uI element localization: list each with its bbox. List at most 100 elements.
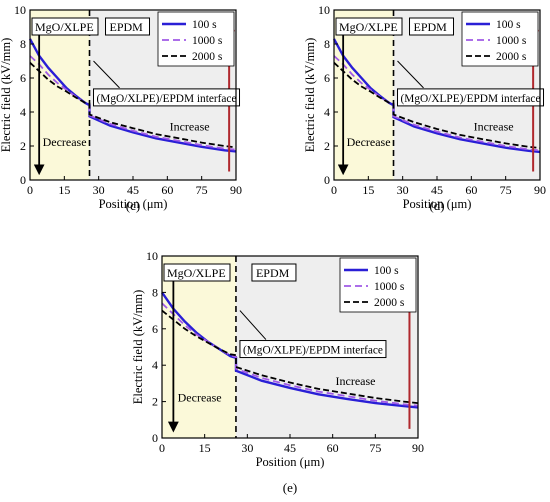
- series-line-2: [29, 62, 237, 149]
- interface-label: (MgO/XLPE)/EPDM interface: [97, 91, 237, 105]
- x-tick-label: 45: [127, 183, 139, 197]
- y-tick-label: 4: [152, 358, 158, 372]
- series-line-0: [332, 38, 541, 154]
- x-tick-label: 75: [369, 441, 381, 455]
- legend-label-2: 2000 s: [374, 297, 405, 309]
- series-line-1: [29, 55, 237, 151]
- interface-leader: [93, 60, 120, 89]
- x-tick-label: 60: [327, 441, 339, 455]
- x-tick-label: 30: [241, 441, 253, 455]
- region-label-left-text: MgO/XLPE: [339, 20, 398, 34]
- y-tick-label: 0: [324, 173, 330, 187]
- decrease-label: Decrease: [178, 391, 222, 405]
- legend-label-2: 2000 s: [496, 51, 527, 63]
- region-label-left-box: [335, 17, 403, 36]
- y-tick-label: 6: [324, 71, 330, 85]
- legend-label-1: 1000 s: [496, 35, 527, 47]
- y-axis-label: Electric field (kV/mm): [303, 38, 317, 153]
- decrease-label: Decrease: [43, 135, 87, 149]
- x-tick-label: 90: [230, 183, 242, 197]
- chart-panel-3: Decrease Increase MgO/XLPE EPDM (MgO/XLPE)/E…: [131, 249, 424, 495]
- region-label-right-box: [251, 263, 297, 282]
- y-tick-label: 4: [20, 105, 26, 119]
- y-tick-label: 10: [318, 3, 330, 17]
- y-tick-label: 6: [152, 322, 158, 336]
- chart-panel-2: Decrease Increase MgO/XLPE EPDM (MgO/XLPE)/E…: [303, 3, 546, 213]
- region-label-right-box: [409, 17, 455, 36]
- x-tick-label: 30: [93, 183, 105, 197]
- y-tick-label: 8: [20, 37, 26, 51]
- legend-label-2: 2000 s: [192, 51, 223, 63]
- y-tick-label: 2: [20, 139, 26, 153]
- y-tick-label: 2: [324, 139, 330, 153]
- interface-leader: [239, 310, 267, 340]
- series-line-1: [161, 302, 419, 407]
- legend-label-0: 100 s: [192, 19, 217, 31]
- region-label-left-text: MgO/XLPE: [35, 20, 94, 34]
- region-label-left: MgO/XLPE: [163, 263, 231, 282]
- legend-box: [157, 11, 235, 67]
- interface-label-box: [397, 88, 545, 107]
- interface-leader: [397, 60, 424, 89]
- x-axis-label: Position (μm): [403, 197, 472, 211]
- legend-box: [339, 257, 417, 313]
- panel-label: (c): [126, 198, 140, 213]
- x-tick-label: 15: [58, 183, 70, 197]
- y-tick-label: 8: [152, 285, 158, 299]
- y-tick-label: 2: [152, 395, 158, 409]
- panel-label: (e): [283, 480, 297, 495]
- series-line-2: [333, 62, 541, 149]
- increase-label: Increase: [336, 374, 376, 388]
- region-label-right: EPDM: [105, 17, 151, 36]
- increase-label: Increase: [474, 120, 514, 134]
- region-label-right-text: EPDM: [256, 266, 290, 280]
- interface-label: (MgO/XLPE)/EPDM interface: [243, 343, 383, 357]
- y-tick-label: 4: [324, 105, 330, 119]
- x-tick-label: 90: [412, 441, 424, 455]
- region-label-left-box: [163, 263, 231, 282]
- region-left-shade: [162, 256, 236, 438]
- region-label-right: EPDM: [251, 263, 297, 282]
- y-tick-label: 6: [20, 71, 26, 85]
- x-tick-label: 75: [500, 183, 512, 197]
- y-axis-label: Electric field (kV/mm): [0, 38, 13, 153]
- increase-label: Increase: [170, 120, 210, 134]
- legend-label-1: 1000 s: [192, 35, 223, 47]
- x-tick-label: 30: [397, 183, 409, 197]
- region-label-right-box: [105, 17, 151, 36]
- region-label-left: MgO/XLPE: [31, 17, 99, 36]
- legend-label-0: 100 s: [374, 265, 399, 277]
- x-tick-label: 15: [199, 441, 211, 455]
- region-label-left-box: [31, 17, 99, 36]
- y-tick-label: 10: [146, 249, 158, 263]
- legend-label-1: 1000 s: [374, 281, 405, 293]
- y-tick-label: 0: [152, 431, 158, 445]
- region-label-left-text: MgO/XLPE: [167, 266, 226, 280]
- y-tick-label: 10: [14, 3, 26, 17]
- y-axis-label: Electric field (kV/mm): [131, 290, 145, 405]
- x-tick-label: 45: [284, 441, 296, 455]
- interface-label: (MgO/XLPE)/EPDM interface: [401, 91, 541, 105]
- x-axis-label: Position (μm): [99, 197, 168, 211]
- decrease-label: Decrease: [347, 135, 391, 149]
- interface-label-box: [239, 340, 387, 359]
- x-tick-label: 15: [362, 183, 374, 197]
- x-tick-label: 75: [196, 183, 208, 197]
- legend-label-0: 100 s: [496, 19, 521, 31]
- series-line-2: [161, 309, 419, 404]
- x-tick-label: 0: [27, 183, 33, 197]
- panel-label: (d): [429, 198, 444, 213]
- x-axis-label: Position (μm): [256, 455, 325, 469]
- y-tick-label: 0: [20, 173, 26, 187]
- region-label-right-text: EPDM: [110, 20, 144, 34]
- series-line-1: [333, 55, 541, 152]
- interface-label-box: [93, 88, 241, 107]
- y-tick-label: 8: [324, 37, 330, 51]
- x-tick-label: 45: [431, 183, 443, 197]
- region-label-right-text: EPDM: [414, 20, 448, 34]
- x-tick-label: 0: [331, 183, 337, 197]
- x-tick-label: 0: [159, 441, 165, 455]
- x-tick-label: 60: [465, 183, 477, 197]
- legend-box: [461, 11, 539, 67]
